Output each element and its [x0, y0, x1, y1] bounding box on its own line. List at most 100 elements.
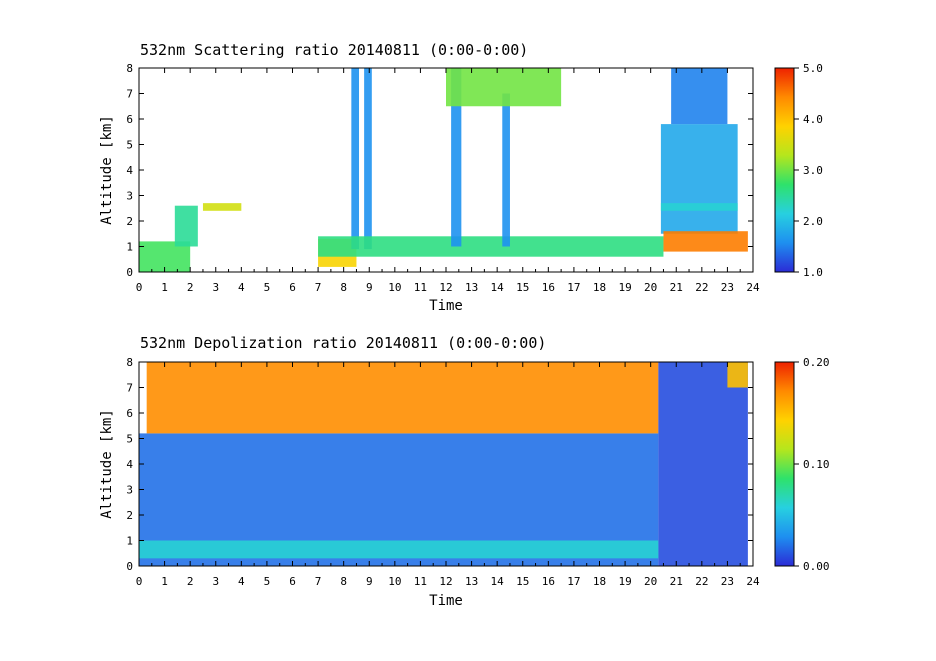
y-tick-label: 5: [126, 139, 133, 152]
colorbar-tick-label: 5.0: [803, 62, 823, 75]
depolarization-ratio-x-label: Time: [429, 593, 463, 609]
depolarization-ratio-panel: 532nm Depolization ratio 20140811 (0:00-…: [99, 334, 830, 609]
y-tick-label: 2: [126, 509, 133, 522]
depolarization-ratio-colorbar-ticks: 0.00 0.10 0.20: [794, 356, 830, 573]
heatmap-cell-3: [139, 540, 659, 559]
depolarization-ratio-colorbar: [774, 361, 795, 567]
y-tick-label: 2: [126, 215, 133, 228]
x-tick-label: 2: [187, 575, 194, 588]
x-tick-label: 22: [695, 281, 708, 294]
x-tick-label: 5: [264, 281, 271, 294]
x-tick-label: 13: [465, 281, 478, 294]
x-tick-label: 8: [340, 281, 347, 294]
heatmap-cell-1: [174, 205, 198, 247]
x-tick-label: 18: [593, 575, 606, 588]
heatmap-cell-9: [446, 68, 562, 107]
y-tick-label: 8: [126, 356, 133, 369]
heatmap-cell-6: [318, 236, 664, 257]
y-tick-label: 1: [126, 535, 133, 548]
x-tick-label: 4: [238, 281, 245, 294]
heatmap-cell-7: [451, 68, 462, 247]
y-tick-label: 7: [126, 88, 133, 101]
y-tick-label: 3: [126, 190, 133, 203]
x-tick-label: 4: [238, 575, 245, 588]
y-tick-label: 0: [126, 560, 133, 573]
scattering-ratio-x-label: Time: [429, 298, 463, 314]
depolarization-ratio-plot-area: [139, 362, 748, 566]
heatmap-cell-4: [727, 362, 748, 388]
x-tick-label: 23: [721, 281, 734, 294]
x-tick-label: 16: [542, 281, 555, 294]
depolarization-ratio-y-label: Altitude [km]: [99, 409, 115, 519]
x-tick-label: 23: [721, 575, 734, 588]
colorbar-tick-label: 0.20: [803, 356, 830, 369]
heatmap-cell-11: [660, 203, 738, 211]
x-tick-label: 14: [491, 281, 505, 294]
x-tick-label: 1: [161, 281, 168, 294]
depolarization-ratio-y-axis: 0 1 2 3 4 5 6 7 8: [126, 356, 753, 573]
heatmap-cell-8: [502, 93, 510, 247]
x-tick-label: 15: [516, 281, 529, 294]
heatmap-cell-2: [658, 362, 748, 566]
heatmap-cell-5: [364, 68, 372, 250]
heatmap-cell-13: [663, 231, 748, 252]
x-tick-label: 15: [516, 575, 529, 588]
depolarization-ratio-title: 532nm Depolization ratio 20140811 (0:00-…: [140, 334, 546, 352]
y-tick-label: 4: [126, 458, 133, 471]
x-tick-label: 10: [388, 281, 401, 294]
colorbar-tick-label: 4.0: [803, 113, 823, 126]
x-tick-label: 20: [644, 575, 657, 588]
colorbar-tick-label: 1.0: [803, 266, 823, 279]
colorbar-tick-label: 0.10: [803, 458, 830, 471]
y-tick-label: 4: [126, 164, 133, 177]
x-tick-label: 8: [340, 575, 347, 588]
y-tick-label: 5: [126, 433, 133, 446]
x-tick-label: 9: [366, 281, 373, 294]
heatmap-cell-10: [660, 124, 738, 234]
x-tick-label: 3: [212, 575, 219, 588]
x-tick-label: 5: [264, 575, 271, 588]
x-tick-label: 21: [670, 575, 683, 588]
x-tick-label: 7: [315, 575, 322, 588]
y-tick-label: 1: [126, 241, 133, 254]
x-tick-label: 22: [695, 575, 708, 588]
x-tick-label: 6: [289, 281, 296, 294]
x-tick-label: 9: [366, 575, 373, 588]
scattering-ratio-colorbar: [774, 67, 795, 273]
x-tick-label: 3: [212, 281, 219, 294]
x-tick-label: 24: [746, 281, 760, 294]
y-tick-label: 6: [126, 113, 133, 126]
heatmap-cell-4: [351, 68, 360, 250]
y-tick-label: 3: [126, 484, 133, 497]
x-tick-label: 7: [315, 281, 322, 294]
x-tick-label: 18: [593, 281, 606, 294]
y-tick-label: 8: [126, 62, 133, 75]
scattering-ratio-colorbar-ticks: 1.0 2.0 3.0 4.0 5.0: [794, 62, 823, 279]
scattering-ratio-plot-area: [139, 68, 748, 272]
y-tick-label: 6: [126, 407, 133, 420]
heatmap-cell-1: [146, 362, 659, 434]
x-tick-label: 0: [136, 575, 143, 588]
x-tick-label: 17: [567, 281, 580, 294]
x-tick-label: 19: [618, 281, 631, 294]
scattering-ratio-panel: 532nm Scattering ratio 20140811 (0:00-0:…: [99, 41, 823, 314]
x-tick-label: 17: [567, 575, 580, 588]
x-tick-label: 6: [289, 575, 296, 588]
x-tick-label: 16: [542, 575, 555, 588]
x-tick-label: 12: [439, 281, 452, 294]
x-tick-label: 11: [414, 281, 427, 294]
scattering-ratio-title: 532nm Scattering ratio 20140811 (0:00-0:…: [140, 41, 528, 59]
x-tick-label: 12: [439, 575, 452, 588]
colorbar-tick-label: 2.0: [803, 215, 823, 228]
x-tick-label: 0: [136, 281, 143, 294]
x-tick-label: 1: [161, 575, 168, 588]
x-tick-label: 24: [746, 575, 760, 588]
scattering-ratio-y-axis: 0 1 2 3 4 5 6 7 8: [126, 62, 753, 279]
scattering-ratio-x-axis: 0 1 2 3 4 5 6 7 8 9 10 11 12 13 14 15 16 17 18 19 20 21 22 23 24: [136, 68, 760, 294]
x-tick-label: 21: [670, 281, 683, 294]
x-tick-label: 19: [618, 575, 631, 588]
x-tick-label: 11: [414, 575, 427, 588]
depolarization-ratio-x-axis: 0 1 2 3 4 5 6 7 8 9 10 11 12 13 14 15 16 17 18 19 20 21 22 23 24: [136, 362, 760, 588]
x-tick-label: 10: [388, 575, 401, 588]
